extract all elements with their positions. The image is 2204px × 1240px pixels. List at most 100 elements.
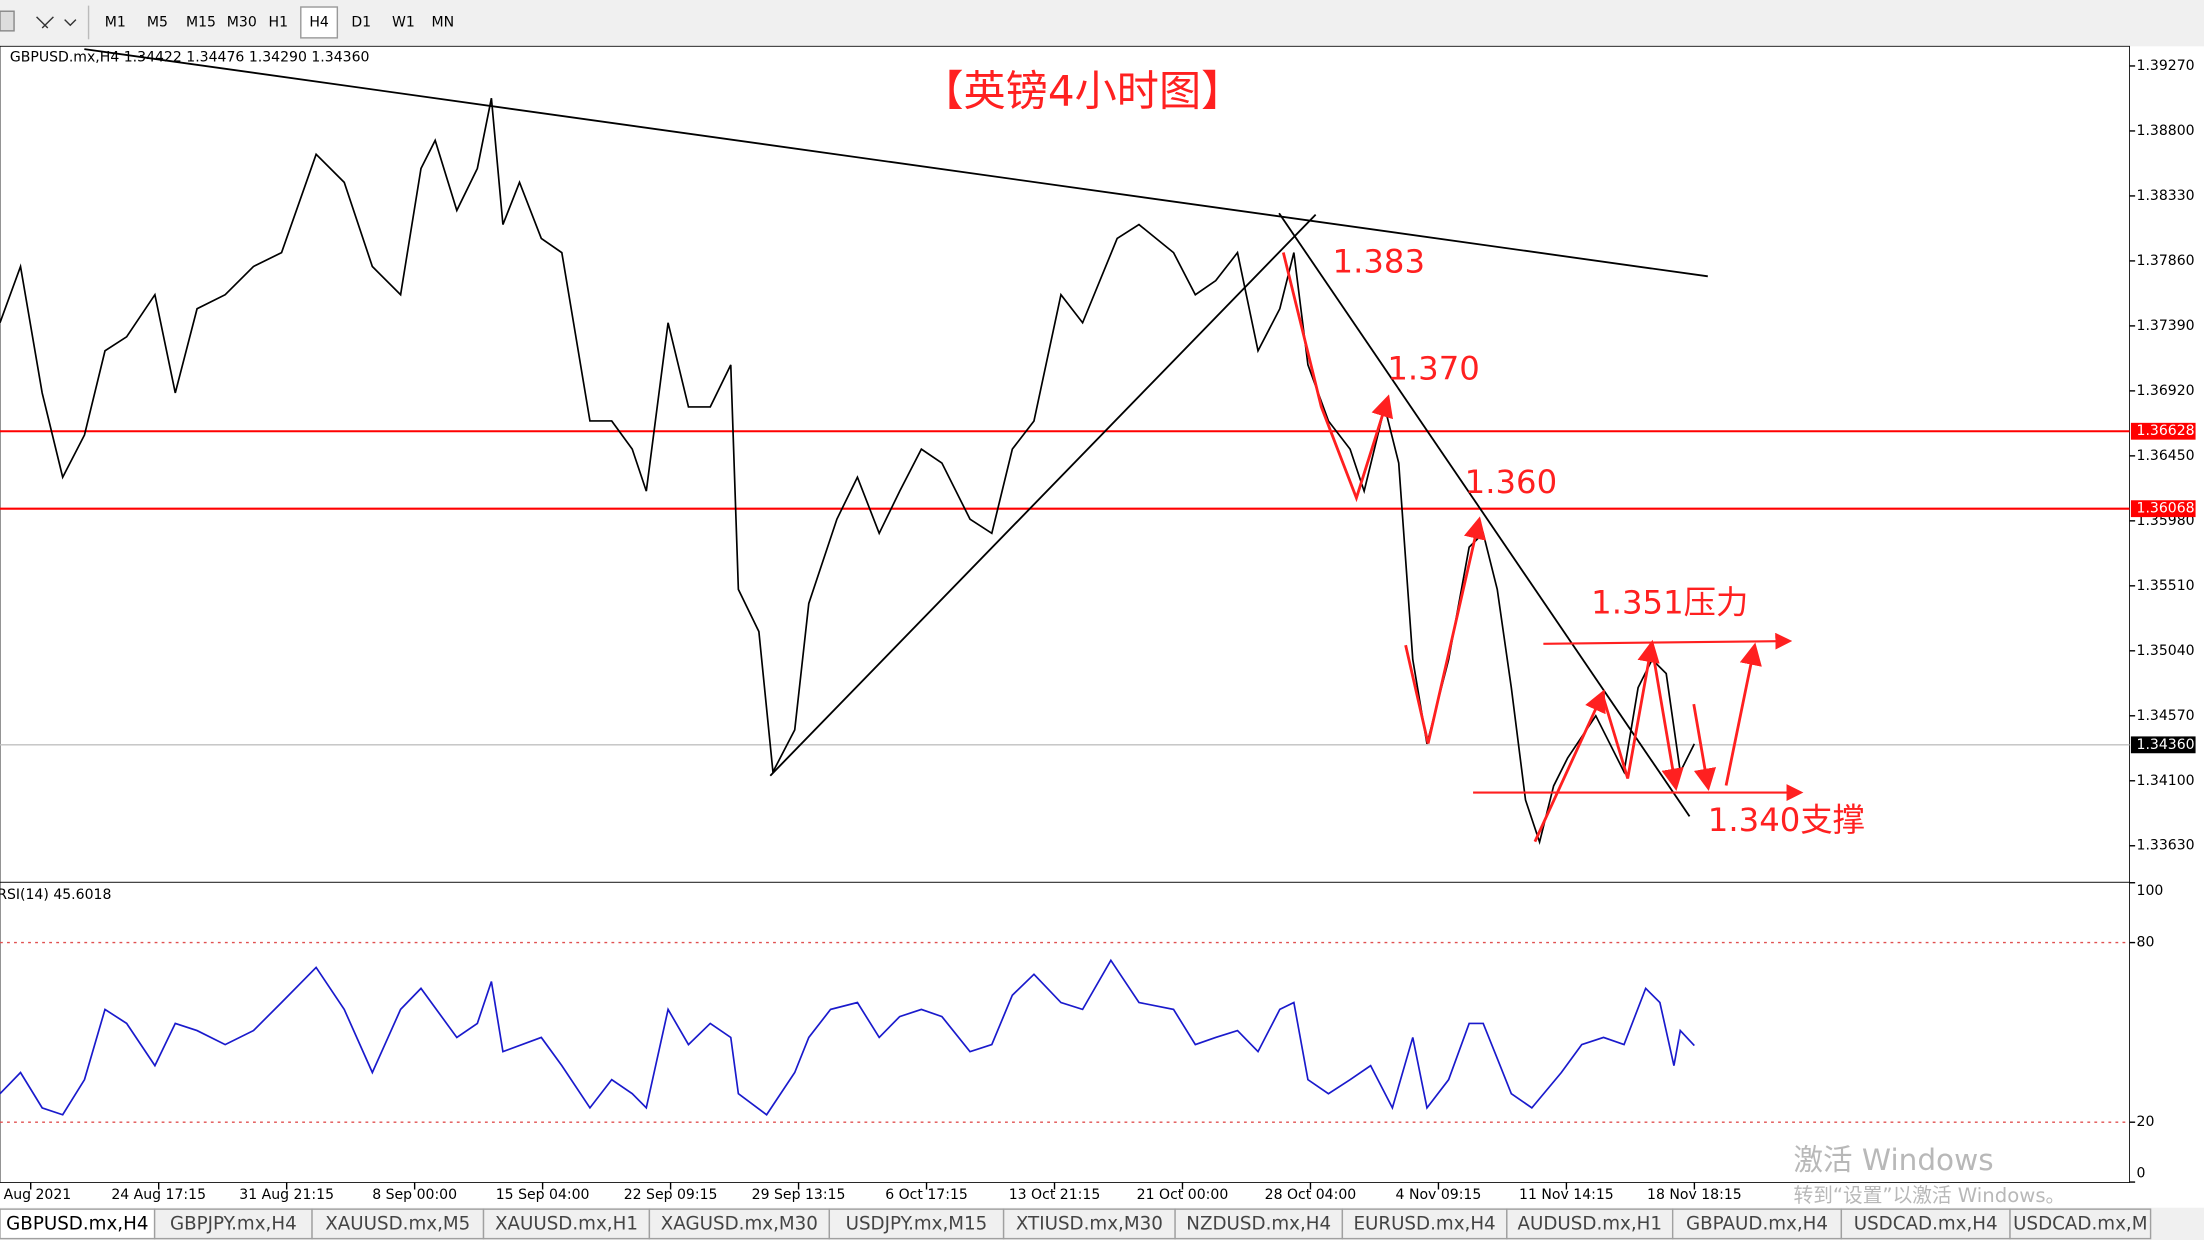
timeframe-label[interactable]: D1 [351, 14, 371, 30]
arrow [1281, 252, 1394, 503]
price-tag [2130, 500, 2196, 518]
trend-line [769, 213, 1317, 777]
chart-title: 【英镑4小时图】 [921, 67, 1243, 116]
y-tick-label: 20 [2137, 1114, 2155, 1130]
x-tick-label: 4 Nov 09:15 [1396, 1187, 1482, 1203]
x-tick-label: 24 Aug 17:15 [111, 1187, 206, 1203]
x-tick-label: 18 Nov 18:15 [1647, 1187, 1742, 1203]
price-tag-label: 1.36628 [2137, 423, 2195, 439]
symbol-tab[interactable] [1840, 1208, 2011, 1240]
symbol-tab-label[interactable]: XAGUSD.mx,M30 [661, 1214, 818, 1235]
timeframe-button[interactable] [300, 6, 339, 39]
arrow [1692, 703, 1717, 792]
y-tick-label: 0 [2137, 1166, 2146, 1182]
tool-icon[interactable] [36, 16, 77, 29]
trend-line [1278, 212, 1691, 817]
trend-line [84, 48, 1708, 278]
last-price-tag [2130, 736, 2196, 754]
symbol-tab[interactable] [1671, 1208, 1843, 1240]
annotation: 1.383 [1333, 243, 1426, 281]
symbol-tab[interactable] [648, 1208, 831, 1240]
symbol-tab-label[interactable]: USDJPY.mx,M15 [846, 1214, 988, 1235]
timeframe-label[interactable]: M30 [227, 14, 257, 30]
timeframe-label[interactable]: M5 [147, 14, 168, 30]
symbol-tab-label[interactable]: XAUUSD.mx,M5 [325, 1214, 470, 1235]
y-tick-label: 80 [2137, 935, 2155, 951]
x-tick-label: 28 Oct 04:00 [1265, 1187, 1357, 1203]
symbol-tab-label[interactable]: AUDUSD.mx,H1 [1517, 1214, 1662, 1235]
arrow [1650, 645, 1684, 792]
symbol-tab-label[interactable]: NZDUSD.mx,H4 [1186, 1214, 1331, 1235]
chart-header: GBPUSD.mx,H4 1.34422 1.34476 1.34290 1.3… [10, 50, 370, 66]
watermark-text: 转到“设置”以激活 Windows。 [1794, 1184, 2066, 1207]
y-tick-label: 1.36920 [2137, 383, 2195, 399]
y-tick-label: 1.37860 [2137, 253, 2195, 269]
symbol-tab-label[interactable]: XTIUSD.mx,M30 [1016, 1214, 1163, 1235]
rsi-title: RSI(14) 45.6018 [0, 887, 111, 903]
symbol-tab-label[interactable]: EURUSD.mx,H4 [1353, 1214, 1495, 1235]
arrow [1724, 642, 1762, 786]
symbol-tab-label[interactable]: USDCAD.mx,M [2013, 1214, 2147, 1235]
y-tick-label: 1.34100 [2137, 773, 2195, 789]
symbol-tab-label[interactable]: GBPJPY.mx,H4 [170, 1214, 297, 1235]
drawings [84, 48, 1804, 843]
symbol-tab[interactable] [2009, 1208, 2152, 1240]
x-tick-label: 31 Aug 21:15 [239, 1187, 334, 1203]
price-tag-label: 1.36068 [2137, 501, 2195, 517]
y-tick-label: 1.38800 [2137, 123, 2195, 139]
y-tick-label: 100 [2137, 883, 2164, 899]
timeframe-label[interactable]: H4 [309, 14, 329, 30]
timeframe-label[interactable]: H1 [269, 14, 289, 30]
x-tick-label: 29 Sep 13:15 [752, 1187, 846, 1203]
arrow [1404, 516, 1486, 744]
y-tick-label: 1.35510 [2137, 578, 2195, 594]
timeframe-button[interactable] [385, 7, 422, 38]
annotation: 1.360 [1465, 463, 1558, 501]
symbol-tab-label[interactable]: GBPUSD.mx,H4 [6, 1214, 148, 1235]
price-tag [2130, 422, 2196, 440]
watermark-title: 激活 Windows [1794, 1143, 1994, 1177]
x-tick-label: 7 Aug 2021 [0, 1187, 71, 1203]
annotation: 1.370 [1387, 349, 1480, 387]
timeframe-button[interactable] [261, 7, 296, 38]
series-line [0, 958, 1695, 1116]
symbol-tab[interactable] [1174, 1208, 1344, 1240]
timeframe-button[interactable] [139, 7, 176, 38]
annotation: 1.340支撑 [1708, 801, 1865, 839]
y-tick-label: 1.38330 [2137, 188, 2195, 204]
timeframe-label[interactable]: M1 [105, 14, 126, 30]
symbol-tab-label[interactable]: GBPAUD.mx,H4 [1686, 1214, 1828, 1235]
last-price-label: 1.34360 [2137, 737, 2195, 753]
symbol-tab-label[interactable]: USDCAD.mx,H4 [1854, 1214, 1998, 1235]
y-tick-label: 1.39270 [2137, 58, 2195, 74]
y-tick-label: 1.36450 [2137, 448, 2195, 464]
symbol-tab[interactable] [311, 1208, 485, 1240]
y-tick-label: 1.37390 [2137, 318, 2195, 334]
symbol-tab[interactable] [1506, 1208, 1674, 1240]
timeframe-label[interactable]: MN [431, 14, 454, 30]
x-tick-label: 15 Sep 04:00 [496, 1187, 590, 1203]
y-tick-label: 1.33630 [2137, 838, 2195, 854]
symbol-tab[interactable] [0, 1208, 156, 1240]
symbol-tab[interactable] [153, 1208, 313, 1240]
y-tick-label: 1.34570 [2137, 708, 2195, 724]
tool-icon[interactable] [0, 10, 15, 32]
timeframe-button[interactable] [342, 7, 380, 38]
rsi-panel [0, 881, 2130, 1183]
y-tick-label: 1.35040 [2137, 643, 2195, 659]
timeframe-label[interactable]: M15 [186, 14, 216, 30]
series-line [0, 98, 1696, 846]
x-tick-label: 8 Sep 00:00 [372, 1187, 457, 1203]
arrow [1533, 689, 1606, 843]
x-tick-label: 11 Nov 14:15 [1519, 1187, 1614, 1203]
symbol-tab-label[interactable]: XAUUSD.mx,H1 [495, 1214, 638, 1235]
x-tick-label: 22 Sep 09:15 [624, 1187, 718, 1203]
arrow [1543, 632, 1793, 650]
timeframe-button[interactable] [179, 7, 223, 38]
timeframe-label[interactable]: W1 [392, 14, 415, 30]
timeframe-button[interactable] [220, 7, 263, 38]
timeframe-button[interactable] [424, 7, 462, 38]
symbol-tab[interactable] [1002, 1208, 1176, 1240]
timeframe-button[interactable] [98, 7, 133, 38]
